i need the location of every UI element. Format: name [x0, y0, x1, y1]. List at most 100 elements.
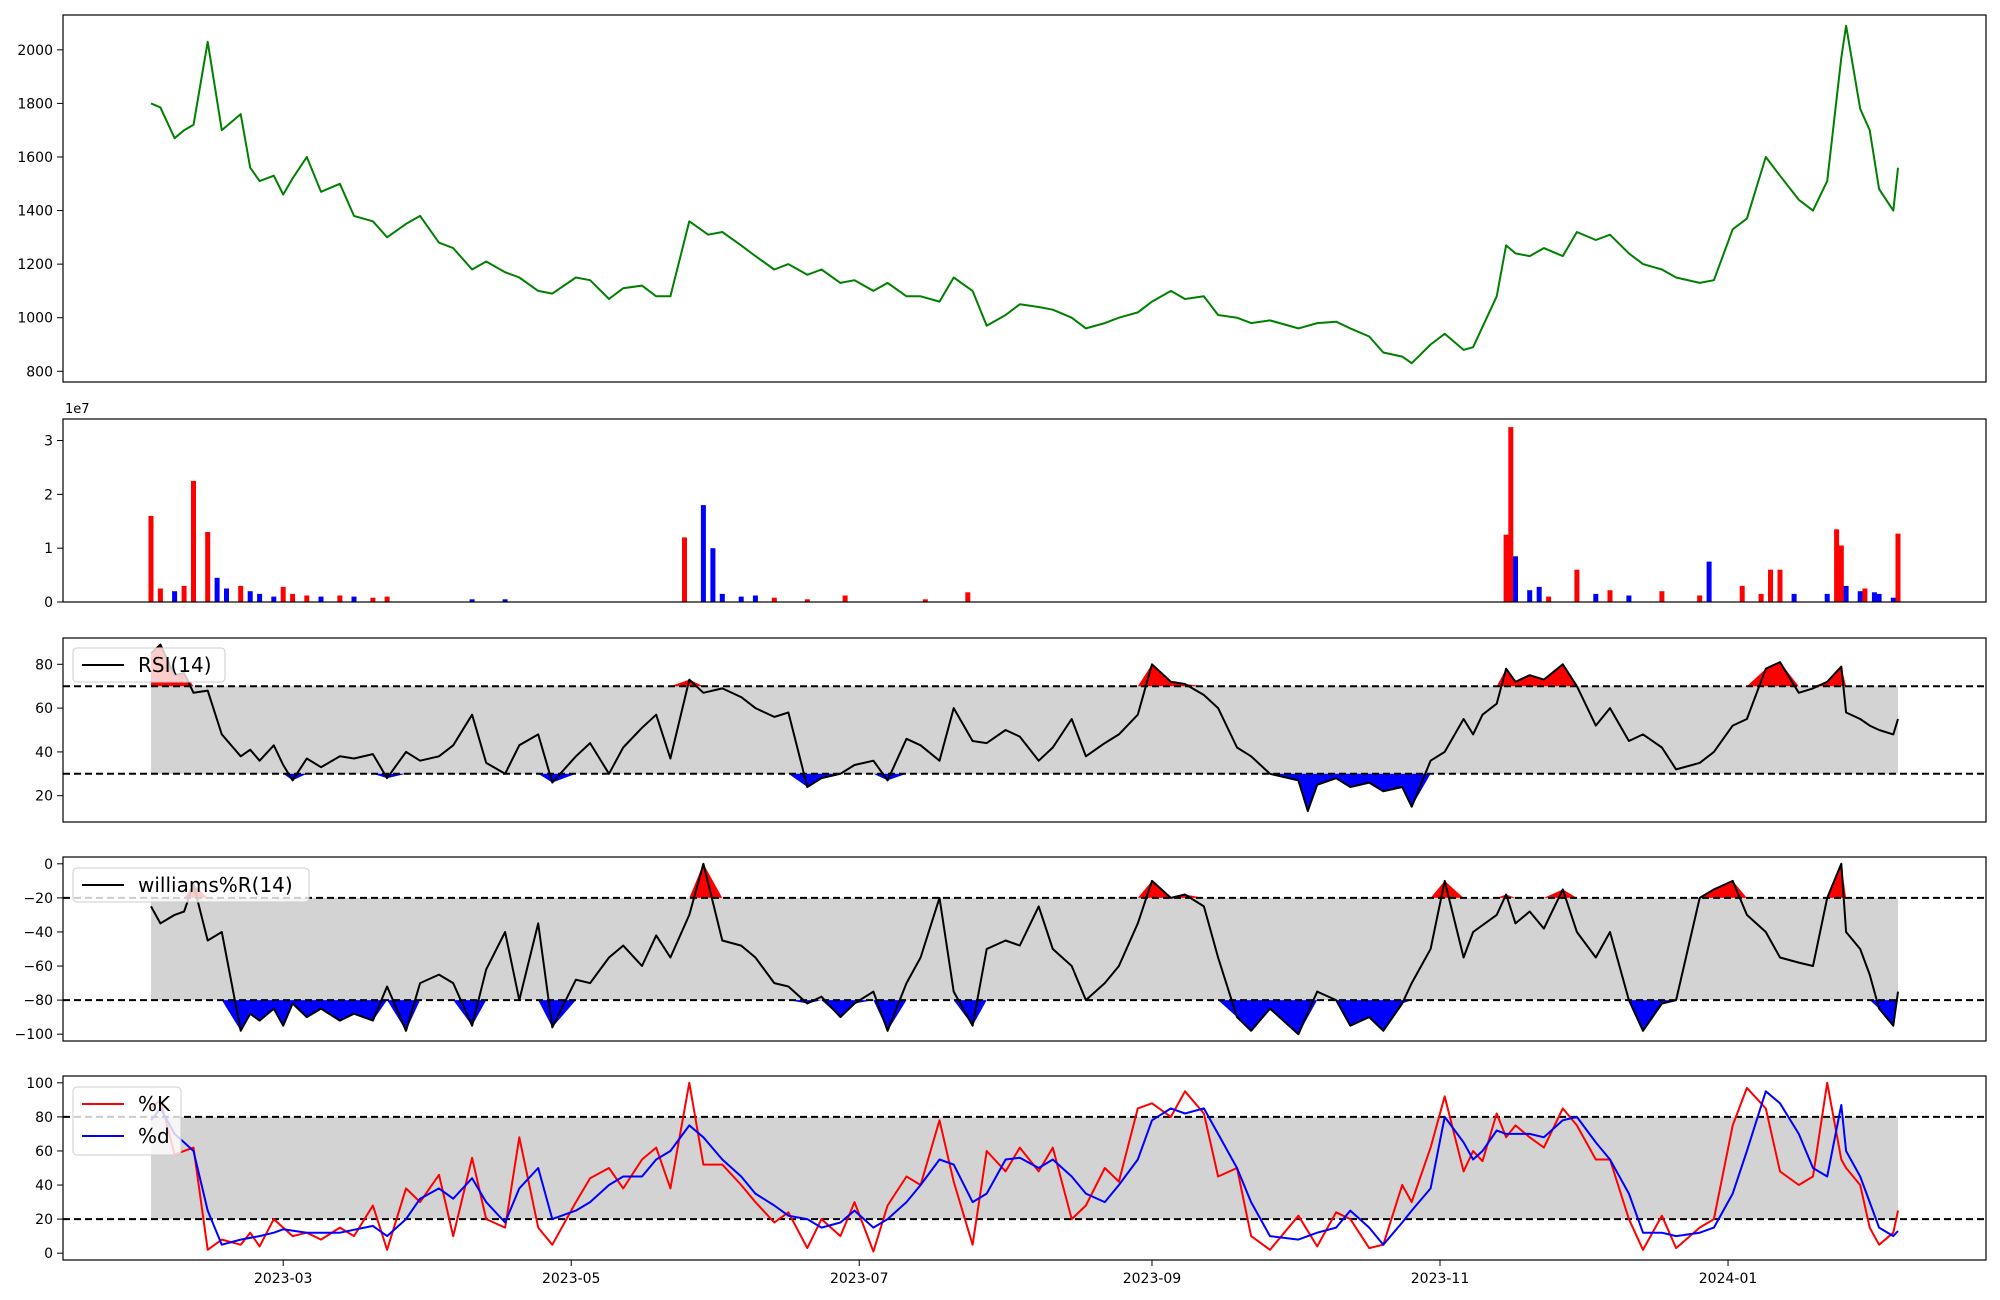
- volume-bar: [771, 597, 777, 602]
- y-tick-label: 1400: [17, 204, 53, 220]
- volume-bar: [922, 599, 928, 602]
- volume-bar: [1513, 556, 1518, 603]
- d-legend-label: %d: [138, 1124, 170, 1148]
- volume-bar: [257, 593, 263, 602]
- x-tick-label: 2023-03: [254, 1271, 313, 1287]
- williams-panel: 0 −20 −40 −60 −80 −100 williams%R(14): [15, 856, 1987, 1043]
- volume-bar: [304, 595, 310, 602]
- y-tick-label: 1000: [17, 311, 53, 327]
- y-tick-label: 2: [44, 487, 53, 503]
- rsi-plot: [63, 643, 1986, 812]
- volume-plot: [148, 427, 1901, 603]
- rsi-legend-box: [72, 647, 226, 683]
- volume-offset-label: 1e7: [65, 402, 90, 417]
- y-tick-label: 80: [35, 657, 53, 673]
- volume-bar: [280, 586, 286, 602]
- volume-bar: [1824, 593, 1830, 602]
- volume-bar: [842, 595, 848, 602]
- volume-bar: [1758, 593, 1764, 602]
- y-tick-label: 800: [26, 364, 53, 380]
- williams-y-axis: 0 −20 −40 −60 −80 −100: [15, 857, 63, 1043]
- band-fill: [151, 1116, 1898, 1220]
- volume-bar: [738, 596, 744, 602]
- price-frame: [62, 14, 1987, 383]
- volume-bar: [1838, 545, 1844, 602]
- y-tick-label: 1200: [17, 257, 53, 273]
- williams-legend-box: [72, 867, 310, 903]
- y-tick-label: 1600: [17, 150, 53, 166]
- volume-bar: [1895, 533, 1901, 602]
- y-tick-label: 40: [35, 1178, 53, 1194]
- rsi-y-axis: 20 40 60 80: [35, 657, 63, 805]
- volume-bar: [1706, 561, 1712, 602]
- volume-bar: [1768, 569, 1773, 602]
- y-tick-label: 3: [44, 434, 53, 450]
- volume-bar: [502, 599, 508, 602]
- volume-bar: [1871, 592, 1877, 602]
- volume-bar: [1626, 595, 1632, 602]
- k-legend-label: %K: [138, 1092, 171, 1116]
- williams-line: [150, 862, 1899, 1036]
- volume-panel: 0 1 2 3 1e7: [44, 402, 1987, 611]
- volume-bar: [1607, 590, 1613, 602]
- volume-bar: [247, 591, 253, 602]
- volume-bar: [214, 577, 220, 602]
- volume-bar: [1503, 534, 1509, 602]
- x-tick-label: 2023-11: [1411, 1271, 1470, 1287]
- volume-bar: [1843, 585, 1849, 602]
- y-tick-label: 0: [44, 1246, 53, 1262]
- oversold-fill: [151, 1000, 1898, 1035]
- volume-y-axis: 0 1 2 3: [44, 434, 63, 611]
- x-tick-label: 2023-09: [1123, 1271, 1182, 1287]
- volume-bar: [682, 537, 687, 602]
- x-tick-label: 2023-05: [542, 1271, 601, 1287]
- volume-bar: [337, 595, 343, 602]
- x-tick-label: 2023-07: [830, 1271, 889, 1287]
- volume-bar: [1834, 529, 1840, 602]
- y-tick-label: 60: [35, 1144, 53, 1160]
- volume-bar: [1862, 588, 1868, 602]
- volume-bar: [1527, 590, 1533, 602]
- volume-bar: [1574, 569, 1580, 602]
- stochastic-plot: [63, 1081, 1986, 1253]
- band-fill: [151, 897, 1898, 1001]
- volume-bar: [157, 588, 163, 602]
- volume-bar: [351, 596, 357, 602]
- williams-legend: williams%R(14): [72, 867, 310, 903]
- overbought-fill: [151, 863, 1898, 898]
- volume-bar: [1857, 591, 1863, 602]
- k-line: [150, 1081, 1899, 1253]
- volume-bar: [271, 596, 277, 602]
- williams-legend-label: williams%R(14): [138, 873, 293, 897]
- d-line: [150, 1090, 1899, 1246]
- volume-bar: [1890, 597, 1896, 602]
- volume-bar: [238, 585, 244, 602]
- y-tick-label: 40: [35, 745, 53, 761]
- y-tick-label: 1800: [17, 96, 53, 112]
- volume-bar: [1697, 595, 1703, 602]
- y-tick-label: −100: [15, 1027, 53, 1043]
- y-tick-label: 0: [44, 857, 53, 873]
- volume-bar: [719, 593, 725, 602]
- volume-bar: [469, 599, 475, 602]
- volume-frame: [62, 418, 1987, 603]
- volume-bar: [384, 596, 390, 602]
- stochastic-legend: %K %d: [72, 1086, 182, 1156]
- y-tick-label: 20: [35, 1212, 53, 1228]
- volume-bar: [1659, 591, 1665, 602]
- rsi-legend-label: RSI(14): [138, 653, 212, 677]
- y-tick-label: −40: [23, 925, 53, 941]
- stochastic-frame: [62, 1075, 1987, 1261]
- x-tick-label: 2024-01: [1699, 1271, 1758, 1287]
- price-panel: 800 1000 1200 1400 1600 1800 2000: [17, 14, 1987, 383]
- volume-bar: [1536, 586, 1542, 602]
- williams-plot: [63, 862, 1986, 1036]
- y-tick-label: 20: [35, 789, 53, 805]
- volume-bar: [710, 548, 716, 602]
- volume-bar: [148, 515, 154, 602]
- y-tick-label: 0: [44, 595, 53, 611]
- volume-bar: [370, 597, 376, 602]
- williams-frame: [62, 856, 1987, 1042]
